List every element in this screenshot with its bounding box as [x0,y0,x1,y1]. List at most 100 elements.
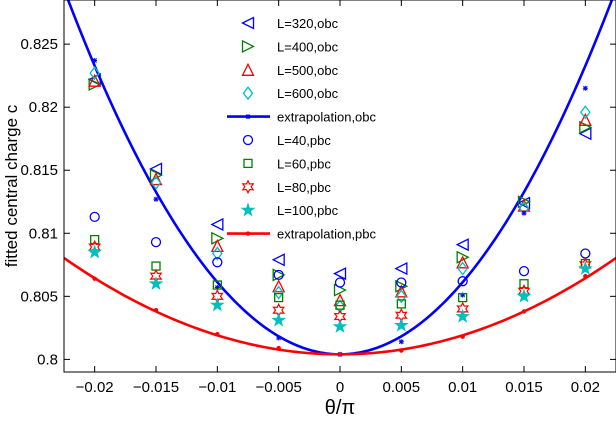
x-tick-label: −0.005 [256,379,302,396]
data-point-extrapolation-obc [92,58,98,64]
x-axis-label: θ/π [325,397,355,419]
legend-label-extrapolation-obc: extrapolation,obc [277,110,377,125]
data-point-l-500-obc [578,112,592,126]
data-point-extrapolation-pbc [521,309,527,314]
legend-marker-l-40-pbc [242,134,254,146]
data-point-l-40-pbc [89,211,100,223]
x-tick-label: −0.01 [198,379,236,396]
data-point-extrapolation-pbc [460,334,465,339]
data-point-l-320-obc [455,238,469,252]
data-point-l-60-pbc [335,300,345,310]
legend-marker-l-80-pbc [241,179,255,195]
legend-marker-l-100-pbc [240,202,256,217]
data-point-l-500-obc [272,279,286,293]
legend-label-extrapolation-pbc: extrapolation,pbc [277,227,377,242]
legend-marker-l-320-obc [241,16,255,30]
legend: L=320,obc L=400,obc L=500,obc L=600,obc extr… [227,16,377,242]
data-point-l-320-obc [578,127,592,141]
data-point-l-40-pbc [273,269,284,281]
data-point-l-600-obc [150,175,162,190]
data-point-l-500-obc [394,284,408,298]
y-axis-label: fitted central charge c [2,104,21,267]
legend-label-l-320-obc: L=320,obc [277,16,339,31]
data-point-l-40-pbc [457,276,468,287]
data-point-l-320-obc [394,262,408,276]
data-point-l-60-pbc [90,234,100,245]
data-point-extrapolation-pbc [215,331,220,337]
legend-marker-l-600-obc [242,86,254,101]
data-point-l-40-pbc [396,277,407,288]
data-point-extrapolation-obc [582,85,588,91]
x-tick-label: 0.005 [383,379,421,396]
legend-label-l-60-pbc: L=60,pbc [277,156,331,171]
data-point-l-600-obc [457,261,468,276]
legend-marker-l-500-obc [241,62,255,76]
legend-label-l-600-obc: L=600,obc [277,86,339,101]
x-tick-label: 0.015 [505,379,543,396]
data-point-extrapolation-pbc [153,308,159,313]
y-tick-label: 0.82 [29,99,58,116]
data-markers [87,58,593,357]
y-tick-label: 0.805 [20,288,58,305]
legend-marker-l-60-pbc [243,158,253,169]
data-point-l-60-pbc [519,279,529,289]
data-point-extrapolation-pbc [276,345,281,351]
data-point-l-100-pbc [209,297,225,312]
data-point-l-600-obc [89,66,100,81]
data-point-l-500-obc [456,255,470,269]
data-point-extrapolation-obc [276,335,282,341]
data-point-l-600-obc [396,289,407,304]
data-point-l-100-pbc [516,288,532,303]
legend-marker-extrapolation-obc [245,114,251,120]
y-tick-label: 0.825 [20,36,58,53]
data-point-l-100-pbc [393,317,409,332]
data-point-l-40-pbc [334,277,346,288]
data-point-l-100-pbc [455,308,471,323]
legend-label-l-500-obc: L=500,obc [277,63,339,78]
x-tick-label: −0.015 [133,379,179,396]
data-point-extrapolation-pbc [337,352,343,357]
data-point-l-100-pbc [332,318,348,333]
legend-label-l-100-pbc: L=100,pbc [277,203,339,218]
data-point-l-100-pbc [271,312,287,327]
axis-ticks: −0.02 −0.015 −0.01 −0.005 0 0.005 0.01 0.015 0.0… [20,0,616,396]
data-point-extrapolation-pbc [92,276,97,281]
data-point-l-40-pbc [518,265,530,277]
data-point-l-320-obc [333,267,347,281]
x-tick-label: −0.02 [76,379,114,396]
data-point-l-500-obc [210,238,224,253]
data-point-extrapolation-obc [521,210,527,216]
data-point-extrapolation-pbc [399,348,404,353]
y-tick-label: 0.81 [29,225,58,242]
legend-label-l-80-pbc: L=80,pbc [277,180,331,195]
legend-label-l-40-pbc: L=40,pbc [277,133,331,148]
x-tick-label: 0.02 [571,379,600,396]
data-point-l-40-pbc [150,236,162,248]
data-point-l-40-pbc [212,257,223,268]
data-point-l-100-pbc [577,260,593,275]
y-tick-label: 0.8 [37,351,58,368]
data-point-extrapolation-obc [398,339,404,345]
x-tick-label: 0 [336,379,344,396]
data-point-l-500-obc [88,73,102,87]
data-point-extrapolation-pbc [583,273,588,279]
data-point-l-400-obc [272,268,286,282]
data-point-extrapolation-obc [153,196,159,202]
data-point-l-60-pbc [274,292,284,303]
data-point-l-100-pbc [148,276,164,290]
data-point-l-600-obc [580,105,591,120]
data-point-l-60-pbc [212,280,222,290]
legend-marker-l-400-obc [241,39,255,53]
data-point-l-400-obc [395,279,409,293]
data-point-l-600-obc [212,246,223,261]
legend-label-l-400-obc: L=400,obc [277,39,339,54]
data-point-l-320-obc [210,217,224,232]
data-point-l-600-obc [334,299,346,314]
legend-marker-extrapolation-pbc [245,231,251,236]
y-tick-label: 0.815 [20,162,58,179]
data-point-l-400-obc [88,77,102,92]
data-point-l-320-obc [271,253,285,267]
data-point-l-60-pbc [458,292,468,303]
data-point-l-400-obc [579,120,593,134]
data-point-l-600-obc [273,285,284,300]
